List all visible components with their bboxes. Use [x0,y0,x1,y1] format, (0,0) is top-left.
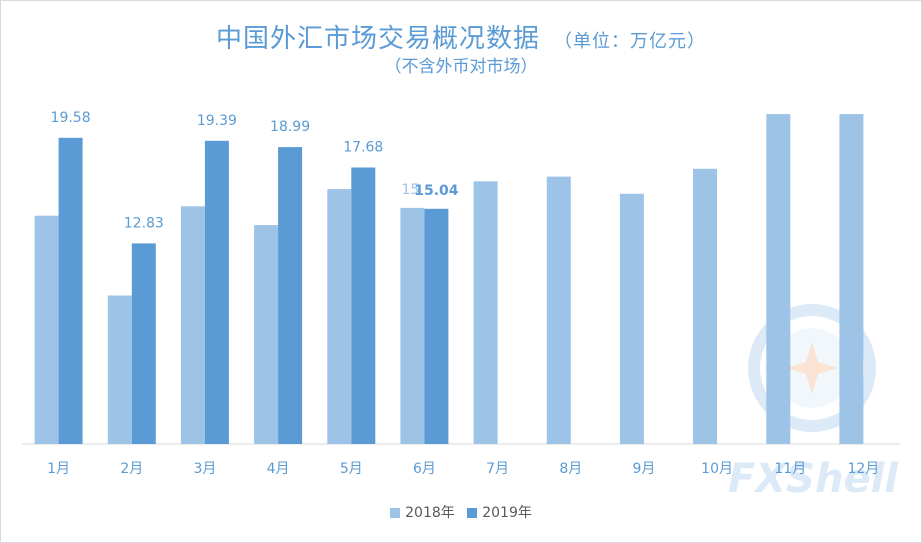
legend-item-2018: 2018年 [390,502,455,522]
x-tick-label-11月: 11月 [774,461,806,477]
legend-swatch-2019 [467,508,478,518]
bar-2018年-5月 [327,189,352,444]
bar-2018年-9月 [619,193,644,444]
data-label-2019年-2月: 12.83 [124,215,164,231]
x-tick-label-1月: 1月 [47,461,70,477]
x-tick-label-8月: 8月 [559,461,582,477]
legend-label-2019: 2019年 [482,505,532,521]
x-tick-label-6月: 6月 [413,461,436,477]
data-label-2019年-4月: 18.99 [270,119,310,135]
bar-2018年-11月 [766,114,791,444]
bar-2019年-6月 [424,208,449,444]
x-tick-label-5月: 5月 [340,461,363,477]
fxshell-logo-watermark: FXShell [728,304,899,502]
data-label-2019年-3月: 19.39 [197,113,237,129]
x-tick-label-12月: 12月 [847,461,879,477]
bar-2018年-6月 [400,207,425,444]
chart-title: 中国外汇市场交易概况数据 （单位：万亿元） [0,18,922,55]
chart-title-text: 中国外汇市场交易概况数据 [215,24,540,54]
bar-2019年-4月 [278,147,303,444]
bar-2018年-12月 [839,114,864,444]
x-tick-label-7月: 7月 [486,461,509,477]
data-label-2018年-6月: 15 [401,182,419,198]
chart-title-unit: （单位：万亿元） [554,31,706,52]
bar-2018年-4月 [254,225,279,444]
bar-2018年-2月 [107,295,132,444]
x-tick-label-2月: 2月 [120,461,143,477]
legend-label-2018: 2018年 [405,505,455,521]
legend-swatch-2018 [390,508,401,518]
legend-item-2019: 2019年 [467,502,532,522]
bar-2018年-8月 [546,176,571,444]
data-label-2019年-5月: 17.68 [343,140,383,156]
data-label-2019年-6月: 15.04 [414,183,459,199]
x-tick-label-4月: 4月 [267,461,290,477]
x-tick-label-3月: 3月 [193,461,216,477]
chart-subtitle: （不含外币对市场） [384,57,538,77]
bar-2019年-2月 [131,243,156,444]
bar-2019年-1月 [58,137,83,445]
chart-legend: 2018年 2019年 [0,502,922,522]
bar-2018年-7月 [473,181,498,445]
x-tick-label-10月: 10月 [701,461,733,477]
x-tick-label-9月: 9月 [632,461,655,477]
bar-2018年-1月 [34,215,59,444]
bar-2019年-5月 [351,167,376,444]
bar-2018年-3月 [180,206,205,444]
bar-2019年-3月 [204,140,229,445]
watermark-text: FXShell [728,456,899,502]
bar-2018年-10月 [693,168,718,445]
data-label-2019年-1月: 19.58 [51,110,91,126]
